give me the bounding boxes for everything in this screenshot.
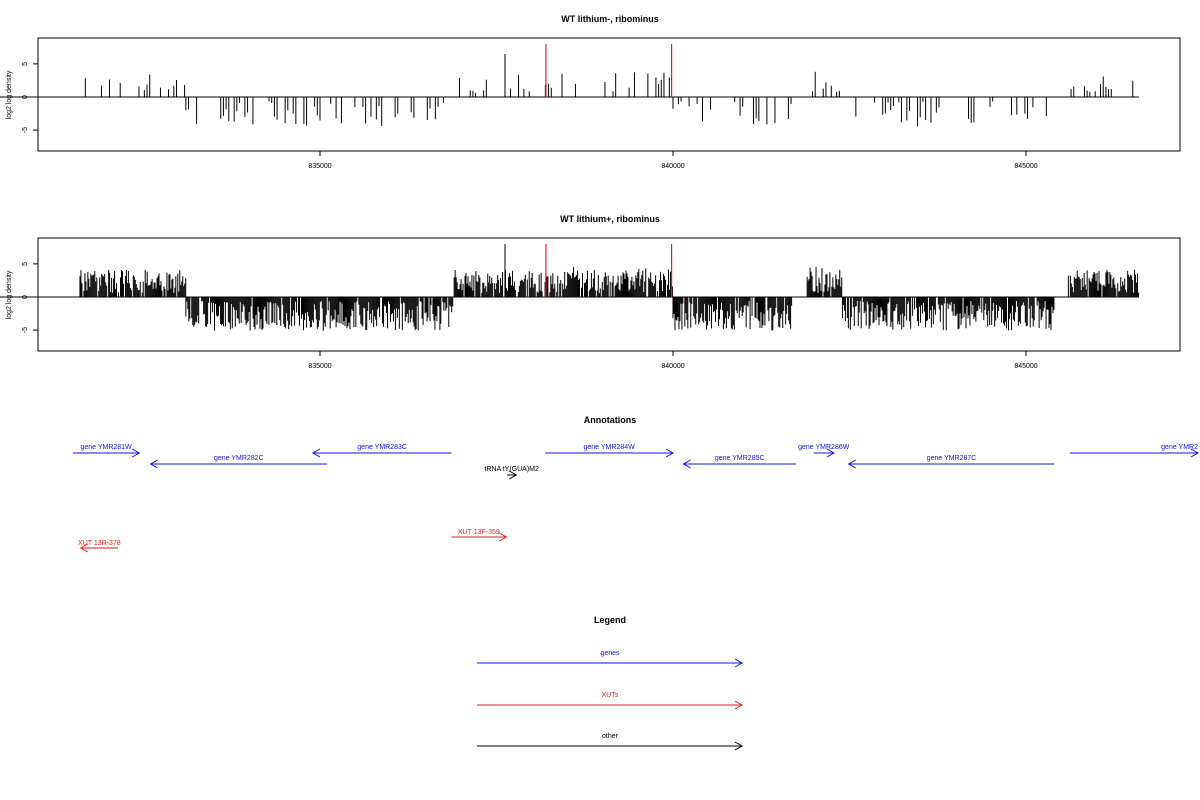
x-tick-label: 840000 (661, 163, 684, 170)
xut-label: XUT 13F-359 (458, 529, 500, 536)
legend-title: Legend (594, 615, 626, 625)
y-tick-label: 0 (22, 295, 29, 299)
annotations-title: Annotations (584, 415, 637, 425)
legend-item-xuts: XUTs (477, 692, 744, 710)
gene-feature[interactable]: gene YMR285C (682, 455, 796, 469)
bar-series (0, 244, 1140, 331)
legend-label: other (602, 733, 619, 740)
y-tick-label: 5 (22, 62, 29, 66)
panel-title: WT lithium-, ribominus (561, 14, 659, 24)
gene-arrowhead (311, 448, 321, 458)
y-tick-label: 5 (22, 262, 29, 266)
trna-feature[interactable]: tRNA tY(GUA)M2 (484, 466, 539, 480)
panel-title: WT lithium+, ribominus (560, 214, 660, 224)
bar-series (0, 44, 1139, 127)
gene-feature[interactable]: gene YMR287C (847, 455, 1055, 469)
y-axis-label: log2 log density (6, 70, 13, 119)
gene-feature[interactable]: gene YMR283C (311, 444, 452, 458)
xut-arrowhead (79, 543, 88, 553)
axes: 835000 840000 845000 -5 0 5 (22, 262, 1038, 370)
gene-arrowhead (132, 448, 141, 458)
legend-item-other: other (477, 733, 744, 751)
plot-frame (37, 237, 1181, 352)
x-tick-label: 845000 (1014, 163, 1037, 170)
gene-label: gene YMR284W (583, 444, 635, 451)
gene-label: gene YMR282C (214, 455, 264, 462)
gene-arrowhead (682, 459, 691, 469)
y-axis-label: log2 log density (6, 270, 13, 319)
legend-item-genes: genes (477, 650, 744, 668)
gene-arrowhead (826, 448, 835, 458)
y-tick-label: -5 (22, 327, 29, 333)
trna-arrowhead (509, 470, 518, 480)
gene-arrowhead (847, 459, 857, 469)
legend-arrowhead (734, 658, 744, 668)
gene-feature[interactable]: gene YMR284W (545, 444, 675, 458)
gene-feature[interactable]: gene YMR286W (798, 444, 850, 458)
gene-arrowhead (149, 459, 158, 469)
gene-arrowhead (1190, 448, 1200, 458)
gene-feature[interactable]: gene YMR2 (1069, 444, 1200, 458)
xut-feature[interactable]: XUT 13F-359 (451, 529, 508, 542)
gene-feature[interactable]: gene YMR282C (149, 455, 328, 469)
axes: 835000 840000 845000 -5 0 5 (22, 62, 1038, 170)
gene-label: gene YMR286W (798, 444, 850, 451)
xut-arrowhead (499, 532, 508, 542)
y-tick-label: 0 (22, 95, 29, 99)
legend: Legend genes XUTs other (477, 615, 744, 751)
xut-label: XUT 13R-378 (78, 540, 121, 547)
x-tick-label: 835000 (308, 363, 331, 370)
legend-items: genes XUTs other (477, 650, 744, 751)
xut-feature[interactable]: XUT 13R-378 (78, 540, 121, 553)
gene-label: gene YMR2 (1161, 444, 1198, 451)
gene-feature[interactable]: gene YMR281W (72, 444, 141, 458)
y-tick-label: -5 (22, 127, 29, 133)
gene-label: gene YMR281W (80, 444, 132, 451)
trna-label: tRNA tY(GUA)M2 (484, 466, 539, 473)
legend-arrowhead (734, 700, 744, 710)
annotation-features: gene YMR281W gene YMR282C gene YMR283C gene… (72, 444, 1200, 553)
legend-label: XUTs (602, 692, 619, 699)
gene-label: gene YMR285C (715, 455, 765, 462)
legend-arrowhead (734, 741, 744, 751)
legend-label: genes (600, 650, 620, 657)
x-tick-label: 845000 (1014, 363, 1037, 370)
gene-label: gene YMR283C (357, 444, 407, 451)
x-tick-label: 840000 (661, 363, 684, 370)
gene-arrowhead (665, 448, 675, 458)
x-tick-label: 835000 (308, 163, 331, 170)
gene-label: gene YMR287C (927, 455, 977, 462)
plot-frame (37, 37, 1181, 152)
panel-lithium-minus: WT lithium-, ribominus log2 log density … (0, 14, 1181, 170)
panel-lithium-plus: WT lithium+, ribominus log2 log density … (0, 214, 1181, 370)
